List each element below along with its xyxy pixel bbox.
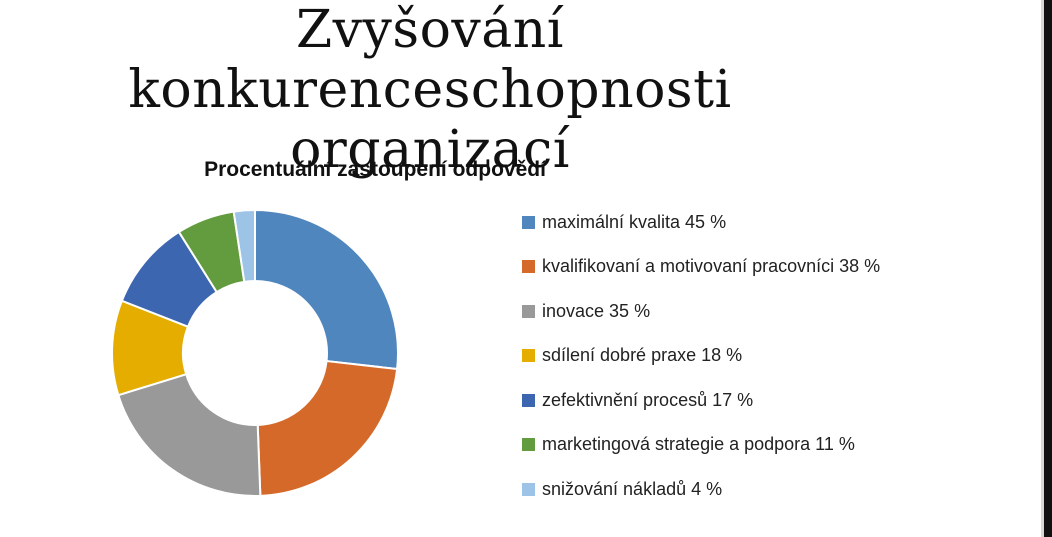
donut-slice-7 (232, 208, 256, 283)
legend-label: zefektivnění procesů 17 % (542, 389, 754, 410)
legend-swatch (522, 438, 535, 452)
legend-label: kvalifikovaní a motivovaní pracovníci 38… (542, 256, 881, 277)
legend-label: inovace 35 % (542, 300, 651, 321)
donut-slice-3 (117, 372, 262, 497)
legend-item-3: inovace 35 % (522, 289, 880, 334)
legend-swatch (522, 260, 535, 274)
legend-item-1: maximální kvalita 45 % (522, 200, 880, 245)
slide-title-line-1: Zvyšování konkurenceschopnosti (128, 0, 732, 120)
slide-edge-highlight (1041, 0, 1044, 537)
slide-title: Zvyšování konkurenceschopnosti organizac… (0, 0, 860, 180)
legend-swatch (522, 393, 535, 407)
donut-slice-1 (254, 208, 399, 371)
legend-label: sdílení dobré praxe 18 % (542, 345, 743, 366)
legend-label: maximální kvalita 45 % (542, 211, 727, 232)
chart-title: Procentuální zastoupení odpovědí (204, 158, 546, 181)
donut-chart (111, 208, 399, 497)
legend-label: snižování nákladů 4 % (542, 478, 723, 499)
legend-swatch (522, 482, 535, 496)
slide-title-line-2: organizací (290, 120, 570, 180)
legend-item-4: sdílení dobré praxe 18 % (522, 334, 880, 379)
legend-item-7: snižování nákladů 4 % (522, 467, 880, 512)
legend-item-5: zefektivnění procesů 17 % (522, 378, 880, 423)
legend-label: marketingová strategie a podpora 11 % (542, 434, 855, 455)
slide-edge (1044, 0, 1052, 537)
legend-swatch (522, 304, 535, 318)
legend-swatch (522, 215, 535, 229)
chart-legend: maximální kvalita 45 % kvalifikovaní a mo… (522, 200, 880, 512)
legend-item-6: marketingová strategie a podpora 11 % (522, 423, 880, 468)
legend-item-2: kvalifikovaní a motivovaní pracovníci 38… (522, 245, 880, 290)
donut-slice-2 (256, 359, 399, 497)
legend-swatch (522, 349, 535, 363)
